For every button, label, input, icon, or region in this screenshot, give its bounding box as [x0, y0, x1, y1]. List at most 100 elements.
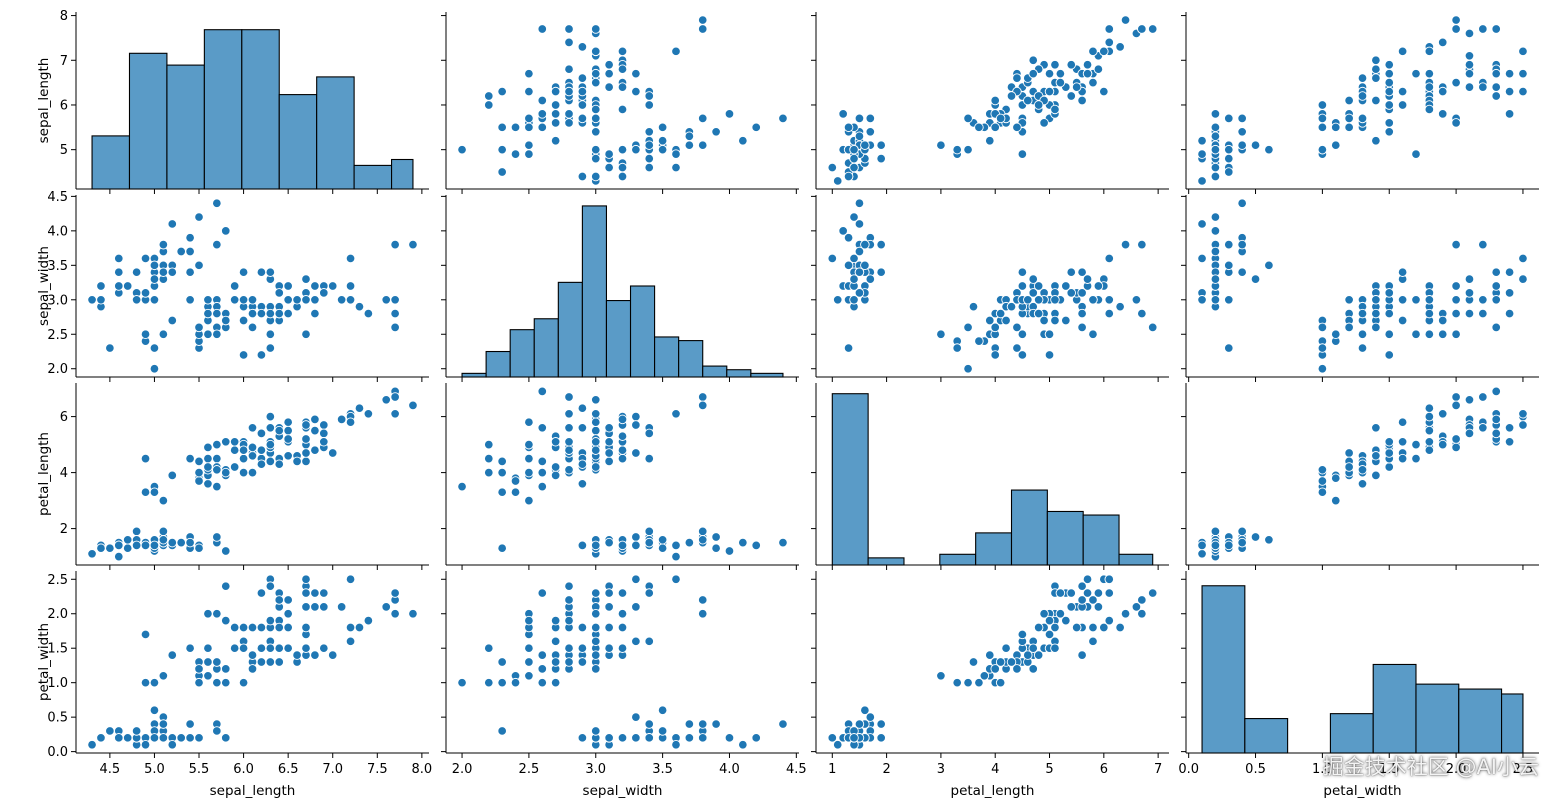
hist-bar-sepal_length-0 [91, 135, 131, 190]
scatter-point-petal_width-sepal_length-124 [301, 602, 311, 612]
hist-bar-sepal_length-5 [278, 94, 318, 190]
scatter-point-sepal_width-sepal_length-143 [310, 281, 320, 291]
scatter-point-sepal_length-sepal_width-90 [537, 122, 548, 133]
scatter-point-sepal_width-sepal_length-102 [336, 295, 347, 305]
scatter-point-sepal_length-petal_length-48 [854, 131, 865, 142]
scatter-point-petal_length-sepal_length-144 [301, 420, 311, 430]
scatter-point-petal_length-sepal_width-106 [524, 453, 534, 464]
scatter-point-sepal_width-sepal_length-125 [345, 281, 356, 291]
scatter-point-sepal_width-petal_width-109 [1518, 253, 1528, 264]
scatter-point-petal_width-sepal_width-14 [724, 733, 735, 743]
scatter-point-sepal_length-petal_width-93 [1317, 144, 1328, 155]
scatter-point-sepal_width-petal_width-145 [1491, 295, 1501, 305]
scatter-point-sepal_width-petal_length-91 [1023, 295, 1033, 305]
watermark-text: 掘金技术社区 @AI小云 [1322, 755, 1539, 779]
scatter-point-petal_length-sepal_length-74 [274, 459, 284, 469]
scatter-point-sepal_width-petal_width-45 [1224, 295, 1234, 305]
scatter-point-petal_length-petal_width-23 [1250, 532, 1261, 542]
scatter-point-sepal_width-petal_width-132 [1478, 308, 1488, 319]
scatter-point-sepal_width-sepal_length-148 [256, 267, 267, 277]
scatter-point-petal_width-sepal_width-44 [697, 719, 708, 729]
scatter-point-petal_width-petal_length-80 [979, 671, 990, 681]
scatter-point-sepal_length-sepal_width-143 [617, 64, 628, 74]
scatter-point-petal_length-petal_width-147 [1451, 434, 1461, 444]
scatter-point-sepal_width-sepal_length-16 [185, 232, 195, 243]
scatter-point-sepal_width-sepal_length-76 [310, 308, 320, 319]
scatter-point-petal_width-sepal_width-124 [631, 602, 641, 612]
scatter-point-petal_length-sepal_width-56 [631, 448, 641, 458]
scatter-point-sepal_width-sepal_length-106 [140, 329, 151, 340]
scatter-point-petal_width-sepal_length-108 [301, 622, 311, 633]
scatter-point-sepal_length-petal_length-75 [1012, 73, 1022, 83]
scatter-point-sepal_length-petal_length-139 [1066, 59, 1076, 70]
scatter-point-petal_length-sepal_width-81 [510, 476, 521, 486]
scatter-point-petal_length-petal_width-125 [1424, 411, 1435, 422]
scatter-point-sepal_length-sepal_width-98 [524, 140, 534, 150]
hist-bar-sepal_width-0 [461, 372, 487, 378]
scatter-point-petal_length-petal_width-98 [1331, 495, 1341, 506]
scatter-point-sepal_width-sepal_length-126 [256, 308, 267, 319]
scatter-point-sepal_width-petal_length-94 [1001, 315, 1011, 326]
scatter-point-sepal_length-sepal_width-141 [604, 59, 614, 70]
scatter-point-petal_length-sepal_length-59 [167, 470, 178, 481]
scatter-point-petal_length-petal_width-24 [1210, 526, 1221, 537]
scatter-point-sepal_length-petal_length-125 [1099, 46, 1109, 57]
scatter-point-petal_length-sepal_length-93 [149, 487, 160, 497]
scatter-point-sepal_width-petal_width-93 [1317, 343, 1328, 353]
scatter-point-petal_length-petal_width-61 [1384, 462, 1394, 472]
scatter-point-petal_width-sepal_width-32 [738, 739, 748, 750]
scatter-point-petal_width-petal_length-67 [995, 677, 1006, 688]
scatter-point-petal_width-petal_length-90 [1012, 664, 1022, 674]
scatter-point-petal_width-sepal_length-90 [194, 664, 204, 674]
scatter-point-petal_length-sepal_length-141 [319, 437, 329, 447]
scatter-point-sepal_width-sepal_length-118 [390, 322, 400, 333]
scatter-point-sepal_length-petal_width-122 [1451, 24, 1461, 34]
y-tick-label-sepal_length: 6 [60, 98, 68, 113]
hist-bar-sepal_width-3 [533, 318, 559, 378]
scatter-point-petal_length-sepal_width-49 [631, 540, 641, 551]
scatter-point-petal_length-petal_width-121 [1451, 442, 1461, 453]
scatter-point-sepal_length-petal_width-76 [1371, 64, 1381, 74]
scatter-point-petal_width-petal_length-134 [1077, 650, 1087, 660]
scatter-point-petal_width-sepal_width-98 [524, 671, 534, 681]
scatter-point-petal_width-sepal_width-95 [591, 664, 601, 674]
x-tick-label-sepal_length: 5.5 [189, 762, 210, 777]
scatter-point-petal_width-sepal_width-62 [484, 677, 494, 688]
scatter-point-sepal_width-petal_width-95 [1344, 295, 1354, 305]
scatter-point-sepal_width-petal_width-124 [1464, 274, 1475, 284]
scatter-point-petal_length-sepal_width-131 [697, 400, 708, 411]
scatter-point-sepal_width-sepal_length-31 [185, 267, 195, 277]
scatter-point-sepal_width-petal_length-139 [1066, 288, 1076, 298]
scatter-point-petal_length-sepal_width-39 [644, 537, 654, 548]
panel-petal_length-vs-sepal_length: 2 4 6 [60, 383, 429, 570]
scatter-point-petal_length-petal_width-118 [1491, 386, 1501, 397]
scatter-point-sepal_width-petal_width-118 [1491, 322, 1501, 333]
scatter-point-sepal_width-petal_width-136 [1504, 267, 1515, 277]
scatter-point-sepal_width-sepal_length-70 [229, 281, 240, 291]
scatter-point-sepal_length-petal_length-20 [865, 127, 876, 137]
scatter-point-sepal_width-petal_width-38 [1210, 295, 1221, 305]
scatter-point-petal_width-sepal_width-107 [577, 622, 588, 633]
scatter-point-petal_width-sepal_length-37 [140, 739, 151, 750]
scatter-point-sepal_width-petal_length-135 [1104, 295, 1115, 305]
scatter-point-sepal_length-sepal_width-118 [537, 24, 548, 34]
scatter-point-sepal_length-petal_length-59 [985, 135, 995, 146]
scatter-point-petal_width-petal_length-76 [1033, 650, 1044, 660]
scatter-point-sepal_length-sepal_width-48 [684, 131, 695, 142]
scatter-point-petal_length-petal_width-64 [1357, 479, 1368, 489]
x-tick-label-petal_length: 1 [828, 762, 836, 777]
scatter-point-sepal_length-sepal_width-103 [577, 86, 588, 97]
scatter-point-petal_width-sepal_length-50 [327, 650, 338, 660]
panel-petal_width-vs-petal_width: 0.0 0.5 1.0 1.5 2.0 2.5 [1178, 571, 1539, 777]
panel-sepal_width-vs-petal_width [1181, 195, 1539, 382]
scatter-point-petal_width-sepal_length-48 [176, 733, 186, 743]
scatter-point-sepal_width-petal_length-146 [1044, 329, 1055, 340]
scatter-point-petal_length-sepal_width-149 [591, 437, 601, 447]
scatter-point-sepal_width-petal_width-85 [1397, 267, 1408, 277]
scatter-point-petal_width-sepal_length-102 [336, 602, 347, 612]
scatter-point-sepal_width-sepal_length-36 [194, 260, 204, 271]
scatter-point-sepal_width-sepal_length-112 [310, 295, 320, 305]
scatter-point-sepal_width-petal_width-149 [1424, 295, 1435, 305]
panel-sepal_width-vs-sepal_width [441, 195, 799, 382]
scatter-point-sepal_width-petal_width-122 [1451, 308, 1461, 319]
